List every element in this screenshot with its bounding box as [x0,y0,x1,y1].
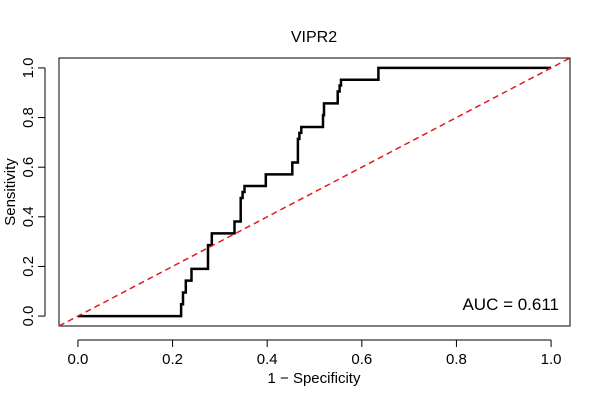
roc-curve-line [77,66,552,318]
plot-area: 0.0 0.2 0.4 0.6 0.8 1.0 0.0 0.2 0.4 0.6 0.8 1.0 [20,57,571,368]
x-tick-label: 0.4 [257,351,278,368]
reference-diagonal-line [58,57,571,327]
x-tick-label: 0.0 [67,351,88,368]
y-axis-title: Sensitivity [2,158,19,226]
x-tick-label: 0.8 [446,351,467,368]
y-tick-label: 0.8 [20,107,37,128]
chart-title: VIPR2 [291,29,337,46]
x-tick-label: 0.6 [351,351,372,368]
plot-frame [58,57,571,327]
x-tick-label: 1.0 [541,351,562,368]
y-tick-label: 0.0 [20,306,37,327]
auc-annotation: AUC = 0.611 [462,295,559,314]
x-tick-label: 0.2 [162,351,183,368]
y-tick-label: 0.6 [20,157,37,178]
x-axis-title: 1 − Specificity [268,370,361,387]
y-tick-label: 0.4 [20,206,37,227]
y-tick-label: 1.0 [20,57,37,78]
y-tick-label: 0.2 [20,256,37,277]
